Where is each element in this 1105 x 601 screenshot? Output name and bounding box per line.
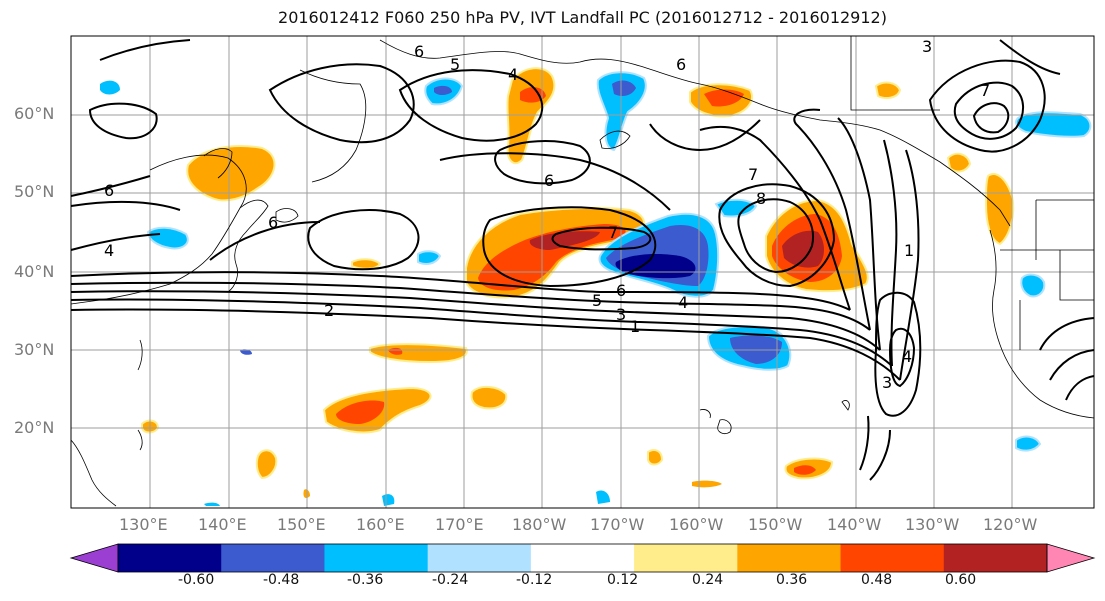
- colorbar-cell: [737, 544, 842, 572]
- contour-label: 4: [508, 65, 518, 84]
- colorbar-tick-label: -0.12: [516, 572, 553, 588]
- pc-shading-negative: [100, 71, 1092, 506]
- colorbar-cell: [840, 544, 945, 572]
- lat-label: 30°N: [14, 340, 55, 359]
- colorbar-cell: [943, 544, 1048, 572]
- colorbar-cell: [634, 544, 738, 572]
- colorbar-tick-label: -0.36: [347, 572, 384, 588]
- contour-label: 3: [616, 305, 626, 324]
- contour-label: 5: [450, 55, 460, 74]
- contour-label: 1: [904, 241, 914, 260]
- colorbar: [69, 543, 1096, 573]
- contour-label: 6: [268, 213, 278, 232]
- contour-label: 6: [676, 55, 686, 74]
- colorbar-frame: [117, 543, 1048, 573]
- colorbar-tick-label: 0.60: [945, 572, 977, 588]
- contour-label: 7: [608, 223, 618, 242]
- lon-label: 140°W: [827, 515, 882, 534]
- graticule: [71, 36, 1094, 508]
- contour-label: 6: [616, 281, 626, 300]
- lon-label: 130°W: [905, 515, 960, 534]
- map-frame: [70, 35, 1095, 509]
- contour-label: 8: [756, 189, 766, 208]
- contour-label: 3: [922, 37, 932, 56]
- contour-label: 7: [748, 165, 758, 184]
- contour-label: 5: [592, 291, 602, 310]
- contour-label: 6: [104, 181, 114, 200]
- contour-label: 4: [678, 293, 688, 312]
- contour-label: 4: [104, 241, 114, 260]
- contour-label: 6: [414, 42, 424, 61]
- contour-label: 3: [882, 373, 892, 392]
- contour-label: 1: [630, 317, 640, 336]
- lat-label: 50°N: [14, 182, 55, 201]
- lon-label: 160°W: [669, 515, 724, 534]
- colorbar-tick-label: -0.24: [432, 572, 469, 588]
- map-title: 2016012412 F060 250 hPa PV, IVT Landfall…: [278, 8, 887, 27]
- colorbar-cell: [221, 544, 325, 572]
- lon-label: 160°E: [356, 515, 405, 534]
- colorbar-right-extension: [1046, 543, 1096, 573]
- colorbar-cell: [118, 544, 222, 572]
- colorbar-tick-label: -0.60: [178, 572, 215, 588]
- coastlines: [70, 36, 1095, 507]
- lon-label: 170°E: [435, 515, 484, 534]
- colorbar-tick-label: -0.48: [263, 572, 300, 588]
- lon-label: 180°W: [512, 515, 567, 534]
- lat-label: 20°N: [14, 418, 55, 437]
- colorbar-left-extension: [69, 543, 119, 573]
- colorbar-cell: [324, 544, 429, 572]
- map-panel: 6 5 4 6 6 7 8 7 6 6 4 7 6 5 4 3 2 1 1 4 …: [70, 35, 1095, 509]
- pv-contours: [70, 39, 1095, 481]
- lon-label: 120°W: [983, 515, 1038, 534]
- contour-label: 6: [544, 171, 554, 190]
- colorbar-tick-label: 0.12: [607, 572, 639, 588]
- colorbar-tick-label: 0.24: [692, 572, 724, 588]
- colorbar-tick-label: 0.36: [776, 572, 808, 588]
- lon-label: 140°E: [198, 515, 247, 534]
- contour-label: 2: [324, 301, 334, 320]
- colorbar-cell: [530, 544, 635, 572]
- contour-label-group: 6 5 4 6 6 7 8 7 6 6 4 7 6 5 4 3 2 1 1 4 …: [104, 37, 990, 392]
- contour-label: 4: [902, 347, 912, 366]
- lon-label: 150°W: [748, 515, 803, 534]
- lat-label: 60°N: [14, 104, 55, 123]
- lon-label: 150°E: [277, 515, 326, 534]
- lat-label: 40°N: [14, 262, 55, 281]
- lon-label: 170°W: [590, 515, 645, 534]
- contour-label: 7: [980, 81, 990, 100]
- colorbar-tick-label: 0.48: [861, 572, 893, 588]
- colorbar-cell: [427, 544, 532, 572]
- lon-label: 130°E: [119, 515, 168, 534]
